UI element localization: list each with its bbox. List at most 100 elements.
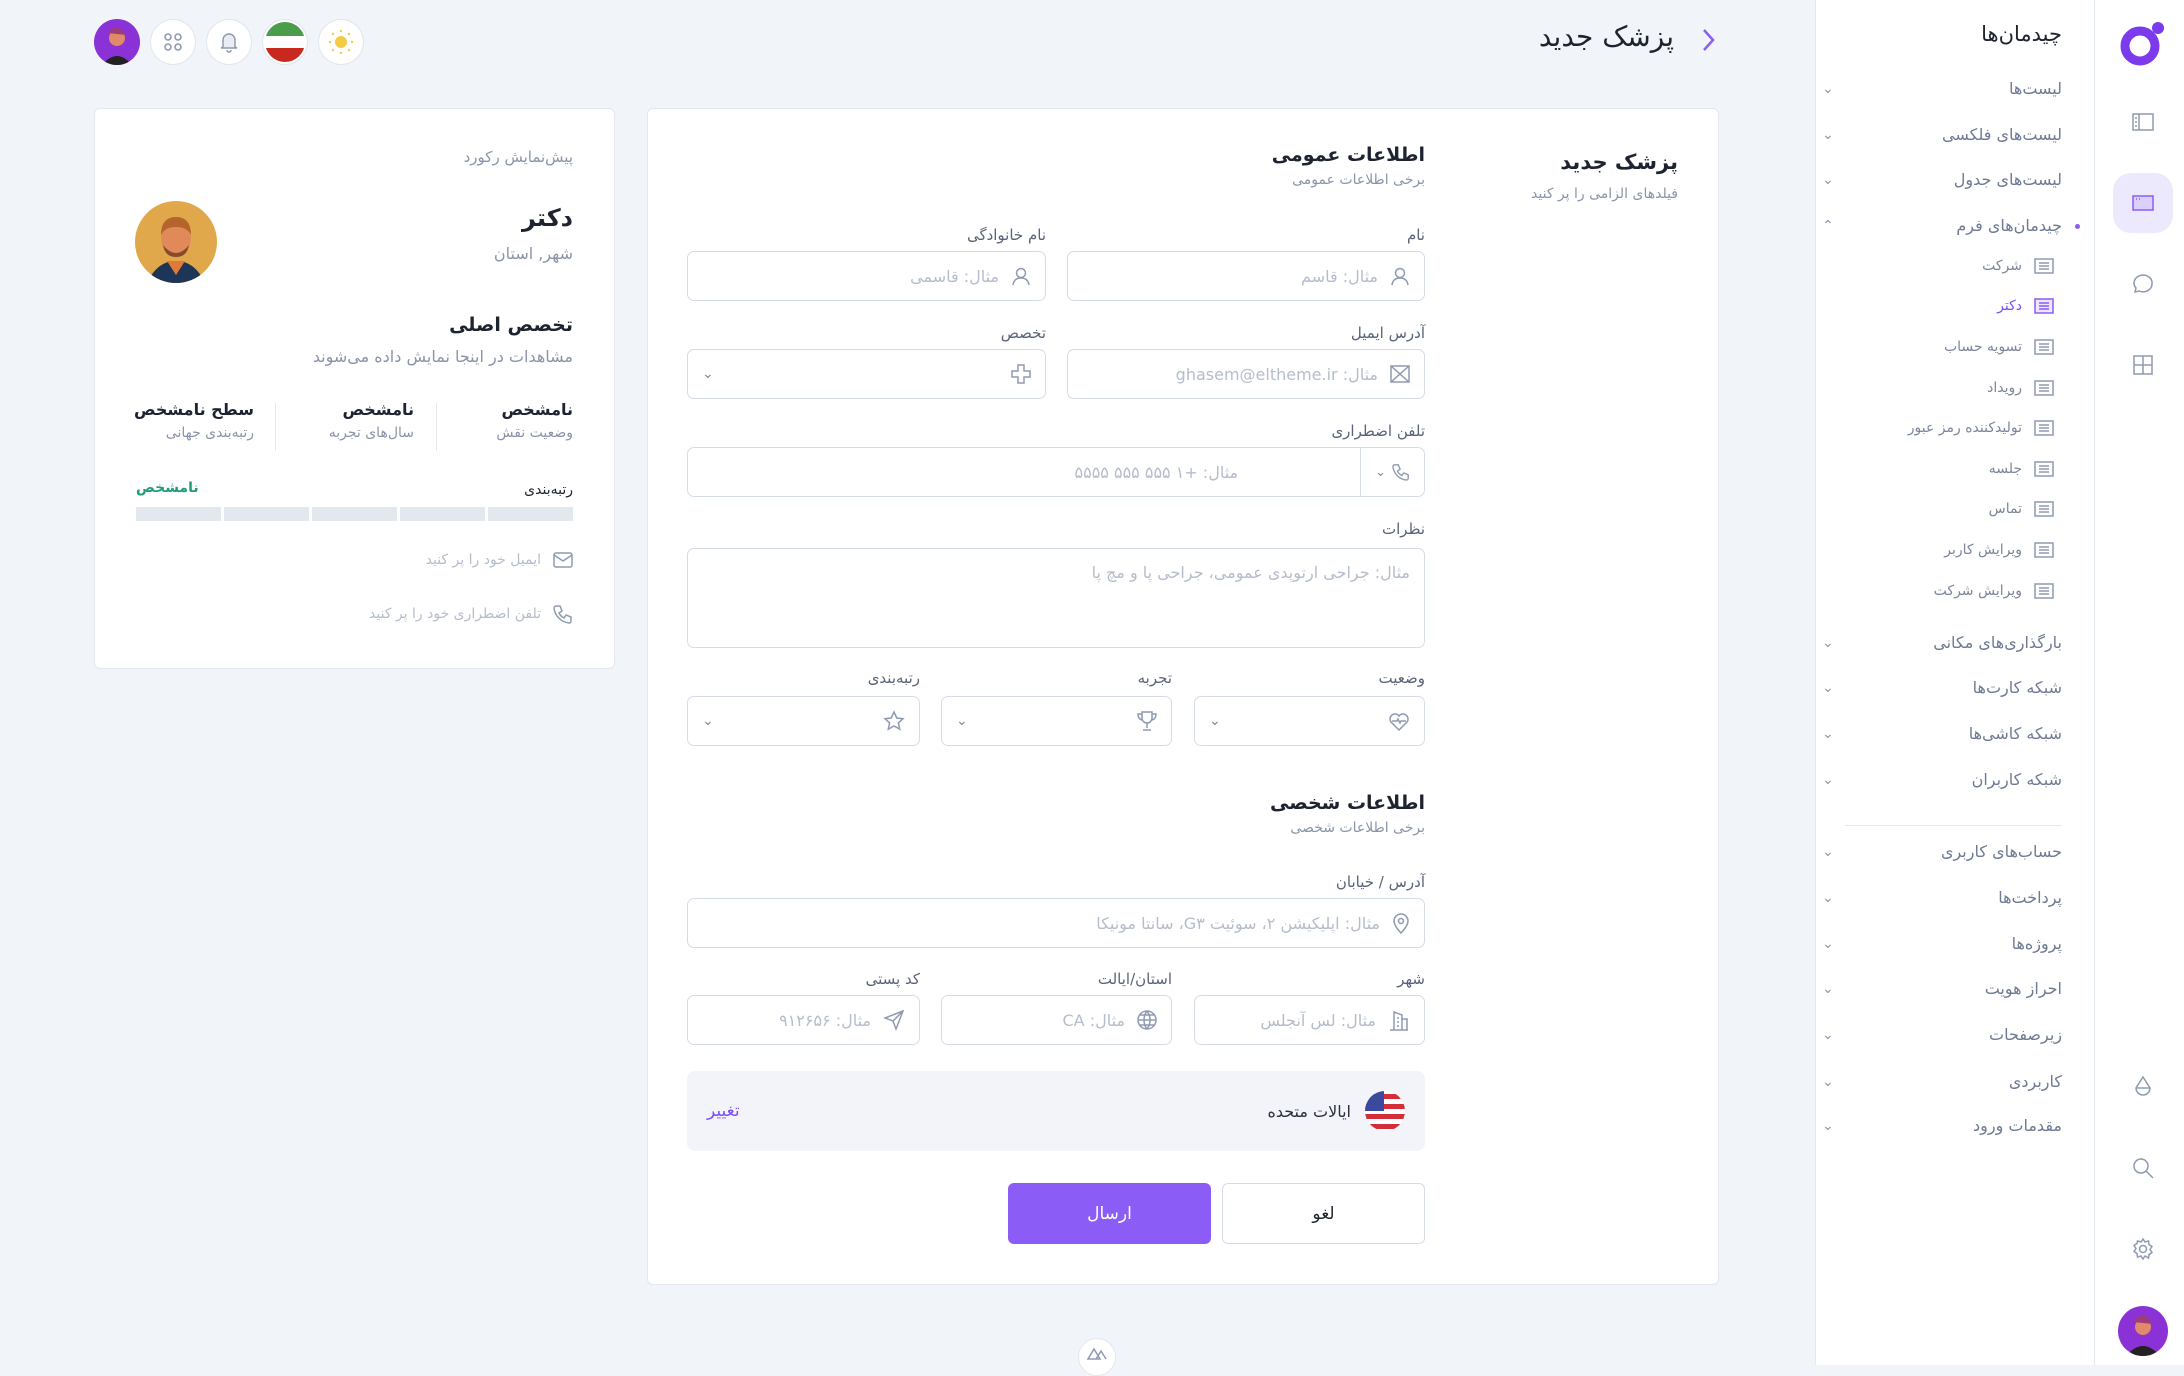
- chevron-down-icon: ⌄: [1822, 771, 1834, 788]
- user-avatar[interactable]: [94, 19, 140, 65]
- chevron-down-icon: ⌄: [1822, 1073, 1834, 1090]
- search-icon[interactable]: [2121, 1146, 2165, 1190]
- sidebar: [1815, 0, 2094, 1365]
- notifications-bell-icon[interactable]: [206, 19, 252, 65]
- sidebar-item[interactable]: شبکه کاربران ⌄: [1822, 770, 2062, 789]
- sidebar-item[interactable]: احراز هویت ⌄: [1822, 979, 2062, 998]
- chevron-down-icon: ⌄: [956, 713, 968, 729]
- chat-icon[interactable]: [2121, 262, 2165, 306]
- user-icon: [1012, 267, 1030, 286]
- sidebar-item[interactable]: شبکه کاشی‌ها ⌄: [1822, 724, 2062, 743]
- form-list-icon: [2034, 298, 2054, 314]
- chevron-down-icon: ⌄: [1822, 126, 1834, 143]
- sidebar-item-label: کاربردی: [2008, 1072, 2062, 1091]
- user-avatar[interactable]: [2118, 1306, 2168, 1356]
- address-field[interactable]: مثال: اپلیکیشن ۲، سوئیت G۳، سانتا مونیکا: [687, 898, 1425, 948]
- city-field[interactable]: مثال: لس آنجلس: [1194, 995, 1425, 1045]
- sidebar-item[interactable]: چیدمان‌های فرم ⌃: [1822, 216, 2080, 235]
- cancel-button[interactable]: لغو: [1222, 1183, 1425, 1244]
- sidebar-subitem[interactable]: شرکت: [1982, 258, 2054, 274]
- sidebar-subitem[interactable]: دکتر: [1997, 298, 2054, 314]
- zip-field[interactable]: مثال: ۹۱۲۶۵۶: [687, 995, 920, 1045]
- status-label: وضعیت: [1378, 669, 1425, 687]
- apps-grid-icon[interactable]: [150, 19, 196, 65]
- stat-role-status: نامشخص وضعیت نقش: [496, 400, 573, 441]
- form-list-icon: [2034, 258, 2054, 274]
- country-name: ایالات متحده: [1267, 1101, 1351, 1121]
- sidebar-subitem[interactable]: رویداد: [1987, 380, 2054, 396]
- stat-label: وضعیت نقش: [496, 425, 573, 441]
- sidebar-subitem-label: جلسه: [1988, 461, 2022, 477]
- sidebar-subitem-label: تسویه حساب: [1943, 339, 2022, 355]
- chevron-down-icon: ⌄: [1822, 935, 1834, 952]
- sidebar-subitem[interactable]: ویرایش کاربر: [1944, 542, 2054, 558]
- form-title: پزشک جدید: [1560, 150, 1678, 174]
- sidebar-subitem[interactable]: تسویه حساب: [1944, 339, 2054, 355]
- settings-gear-icon[interactable]: [2121, 1227, 2165, 1271]
- us-flag-icon: [1365, 1091, 1405, 1131]
- sidebar-title: چیدمان‌ها: [1981, 22, 2062, 46]
- form-list-icon: [2034, 461, 2054, 477]
- chevron-down-icon: ⌄: [1209, 713, 1221, 729]
- sidebar-subitem[interactable]: تماس: [1989, 501, 2054, 517]
- form-subtitle: فیلدهای الزامی را پر کنید: [1531, 186, 1678, 202]
- comments-textarea[interactable]: مثال: جراحی ارتوپدی عمومی، جراحی پا و مچ…: [687, 548, 1425, 648]
- change-country-link[interactable]: تغییر: [707, 1101, 740, 1121]
- sidebar-subitem[interactable]: تولیدکننده رمز عبور: [1908, 420, 2054, 436]
- preview-phone: تلفن اضطراری خود را پر کنید: [369, 604, 573, 624]
- state-label: استان/ایالت: [1097, 970, 1172, 988]
- mail-icon: [1390, 365, 1410, 383]
- user-icon: [1391, 267, 1409, 286]
- logo[interactable]: [2120, 18, 2166, 70]
- rating-select[interactable]: ⌄: [687, 696, 920, 746]
- sidebar-item[interactable]: لیست‌های فلکسی ⌄: [1822, 125, 2062, 144]
- state-field[interactable]: مثال: CA: [941, 995, 1172, 1045]
- form-list-icon: [2034, 420, 2054, 436]
- back-chevron-icon[interactable]: [1698, 26, 1718, 58]
- sidebar-item[interactable]: حساب‌های کاربری ⌄: [1822, 842, 2062, 861]
- phone-field[interactable]: ⌄ مثال: +۱ ۵۵۵ ۵۵۵ ۵۵۵۵: [687, 447, 1425, 497]
- country-code-select[interactable]: ⌄: [1360, 448, 1424, 496]
- chevron-down-icon: ⌄: [702, 366, 714, 382]
- experience-select[interactable]: ⌄: [941, 696, 1172, 746]
- phone-hint: تلفن اضطراری خود را پر کنید: [369, 606, 541, 622]
- chevron-down-icon: ⌄: [1822, 634, 1834, 651]
- theme-sun-icon[interactable]: [318, 19, 364, 65]
- rating-segment: [136, 507, 221, 521]
- stat-global-rank: سطح نامشخص رتبه‌بندی جهانی: [134, 400, 254, 441]
- first-name-placeholder: مثال: قاسم: [1301, 266, 1378, 286]
- sidebar-item[interactable]: لیست‌های جدول ⌄: [1822, 170, 2062, 189]
- form-layout-icon[interactable]: [2113, 173, 2173, 233]
- sidebar-item[interactable]: پرداخت‌ها ⌄: [1822, 888, 2062, 907]
- sidebar-item[interactable]: زیرصفحات ⌄: [1822, 1025, 2062, 1044]
- chevron-down-icon: ⌄: [702, 713, 714, 729]
- send-icon: [883, 1009, 905, 1031]
- sidebar-item[interactable]: کاربردی ⌄: [1822, 1072, 2062, 1091]
- drop-icon[interactable]: [2121, 1064, 2165, 1108]
- rating-segment: [224, 507, 309, 521]
- general-section-subtitle: برخی اطلاعات عمومی: [1292, 172, 1425, 188]
- sidebar-item[interactable]: بارگذاری‌های مکانی ⌄: [1822, 633, 2062, 652]
- scroll-top-icon[interactable]: [1078, 1338, 1116, 1376]
- grid-icon[interactable]: [2121, 343, 2165, 387]
- specialty-select[interactable]: ⌄: [687, 349, 1046, 399]
- sidebar-item[interactable]: شبکه کارت‌ها ⌄: [1822, 678, 2062, 697]
- personal-section-title: اطلاعات شخصی: [1270, 792, 1425, 814]
- status-select[interactable]: ⌄: [1194, 696, 1425, 746]
- stat-label: رتبه‌بندی جهانی: [165, 425, 254, 441]
- sidebar-item[interactable]: لیست‌ها ⌄: [1822, 79, 2062, 98]
- chevron-down-icon: ⌄: [1822, 980, 1834, 997]
- email-field[interactable]: مثال: ghasem@eltheme.ir: [1067, 349, 1425, 399]
- submit-button[interactable]: ارسال: [1008, 1183, 1211, 1244]
- chevron-down-icon: ⌄: [1822, 679, 1834, 696]
- sidebar-item[interactable]: مقدمات ورود ⌄: [1822, 1116, 2062, 1135]
- sidebar-subitem[interactable]: جلسه: [1989, 461, 2054, 477]
- first-name-field[interactable]: مثال: قاسم: [1067, 251, 1425, 301]
- language-flag-iran[interactable]: [262, 19, 308, 65]
- last-name-field[interactable]: مثال: قاسمی: [687, 251, 1046, 301]
- specialty-label: تخصص: [1000, 324, 1046, 342]
- layout-sidebar-icon[interactable]: [2121, 100, 2165, 144]
- sidebar-subitem[interactable]: ویرایش شرکت: [1934, 583, 2054, 599]
- stat-value: نامشخص: [501, 400, 573, 419]
- sidebar-item[interactable]: پروژه‌ها ⌄: [1822, 934, 2062, 953]
